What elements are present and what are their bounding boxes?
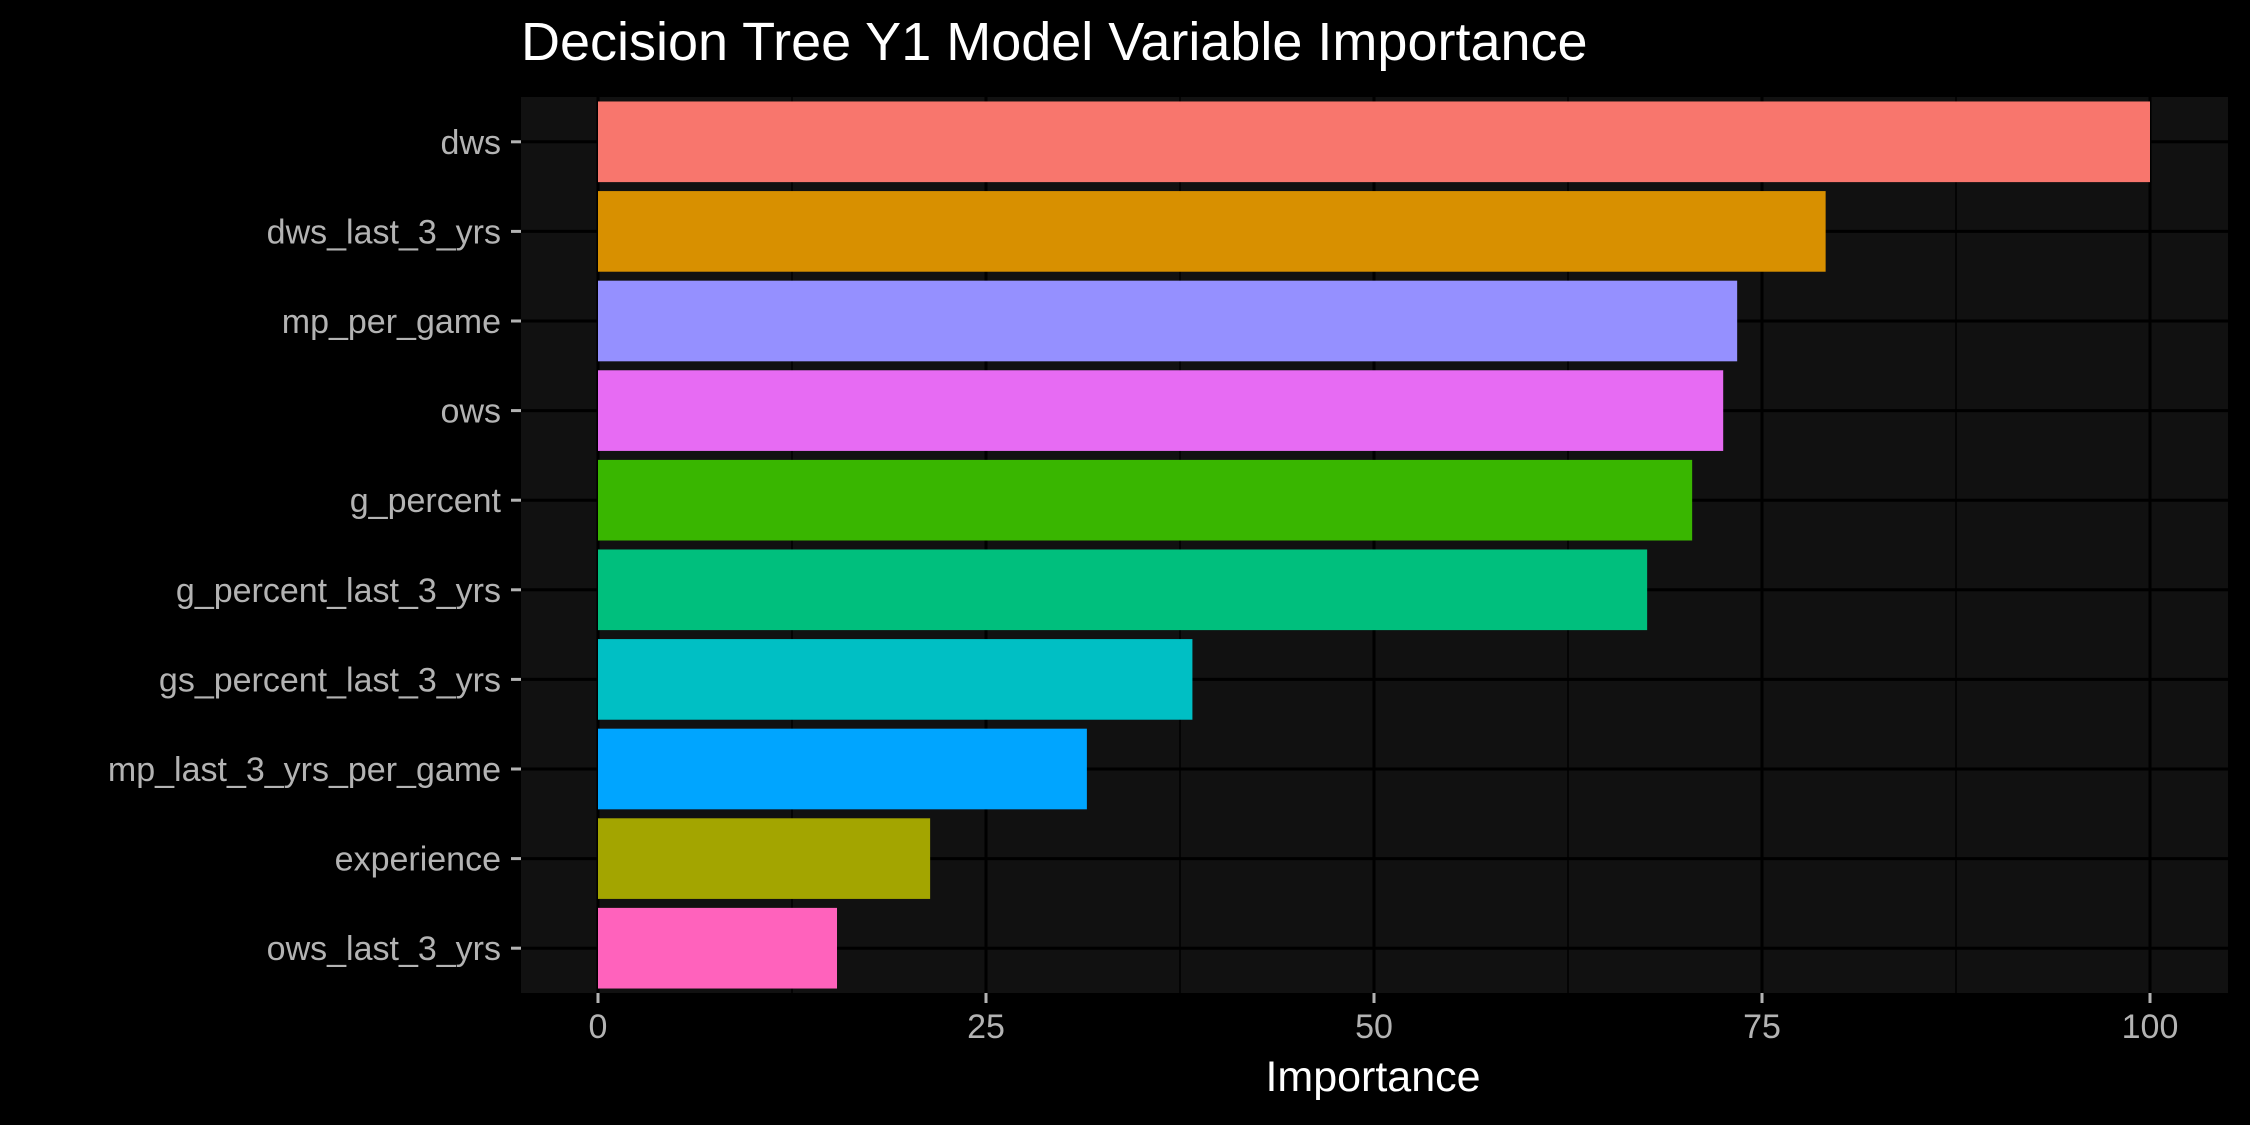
x-tick-label: 25 xyxy=(967,1008,1005,1046)
x-tick-label: 50 xyxy=(1355,1008,1393,1046)
x-tick-label: 75 xyxy=(1743,1008,1781,1046)
chart-title: Decision Tree Y1 Model Variable Importan… xyxy=(521,12,1588,72)
y-tick-label: dws xyxy=(441,124,501,162)
bar-g-percent-last-3-yrs xyxy=(598,549,1648,631)
x-tick-label: 0 xyxy=(589,1008,608,1046)
bar-experience xyxy=(598,818,931,899)
y-tick-label: g_percent_last_3_yrs xyxy=(176,572,501,610)
bar-dws-last-3-yrs xyxy=(598,191,1826,272)
bar-mp-last-3-yrs-per-game xyxy=(598,728,1087,810)
x-axis-label: Importance xyxy=(1265,1053,1480,1101)
bar-ows xyxy=(598,370,1724,451)
bars xyxy=(598,101,2150,989)
y-tick-label: mp_last_3_yrs_per_game xyxy=(108,751,501,789)
y-tick-label: ows xyxy=(441,393,501,431)
bar-gs-percent-last-3-yrs xyxy=(598,639,1193,720)
y-tick-label: g_percent xyxy=(350,482,502,520)
y-tick-label: mp_per_game xyxy=(282,303,501,341)
y-tick-label: experience xyxy=(335,841,501,879)
y-tick-label: gs_percent_last_3_yrs xyxy=(159,661,501,699)
bar-ows-last-3-yrs xyxy=(598,907,838,989)
y-tick-label: dws_last_3_yrs xyxy=(267,213,501,251)
bar-dws xyxy=(598,101,2150,183)
y-tick-label: ows_last_3_yrs xyxy=(267,930,501,968)
bar-mp-per-game xyxy=(598,280,1738,362)
bar-g-percent xyxy=(598,459,1693,541)
x-tick-label: 100 xyxy=(2122,1008,2179,1046)
x-axis: 0 25 50 75 100 xyxy=(589,993,2179,1046)
